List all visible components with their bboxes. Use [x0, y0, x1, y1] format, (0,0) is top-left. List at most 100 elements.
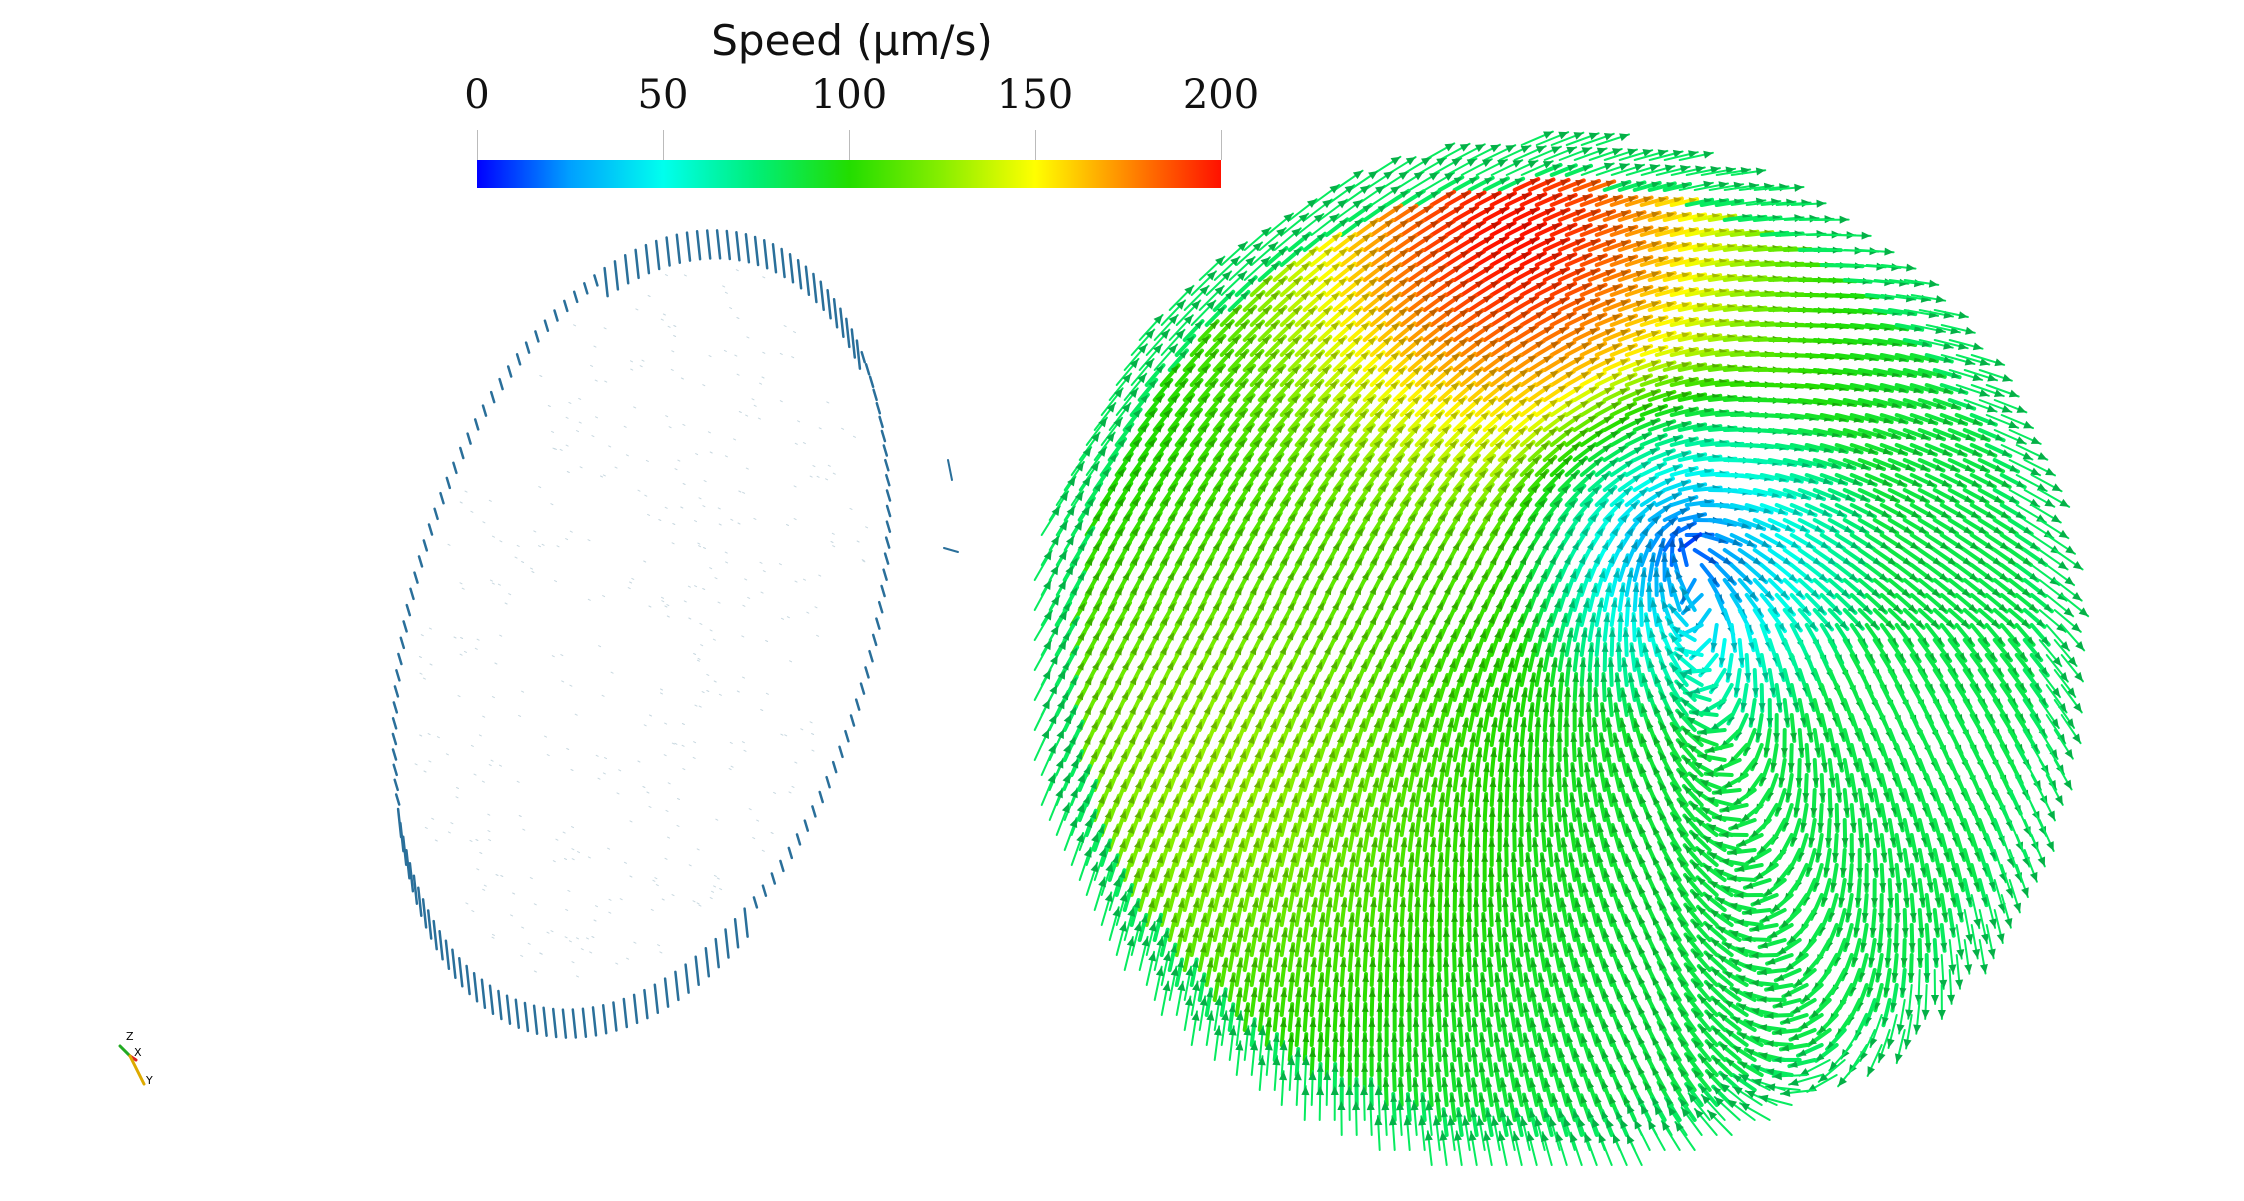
velocity-arrow: [395, 780, 398, 790]
velocity-arrow: [671, 369, 673, 370]
velocity-arrow: [525, 1003, 528, 1031]
velocity-arrow: [627, 958, 629, 959]
velocity-arrow: [500, 635, 502, 636]
velocity-arrow: [787, 617, 789, 618]
velocity-arrow: [675, 972, 678, 1000]
velocity-arrow: [424, 540, 427, 550]
velocity-arrow: [446, 941, 449, 969]
velocity-arrow: [674, 336, 676, 337]
velocity-arrow: [886, 538, 889, 548]
velocity-arrowhead: [1390, 186, 1400, 194]
velocity-arrowhead: [1329, 185, 1339, 194]
velocity-arrow: [780, 353, 782, 354]
velocity-arrow: [572, 859, 574, 860]
velocity-arrow: [471, 745, 473, 746]
velocity-arrow: [491, 760, 493, 761]
velocity-arrow: [683, 424, 685, 425]
velocity-arrowhead: [1624, 599, 1631, 607]
velocity-arrow: [713, 639, 715, 640]
velocity-arrow: [665, 858, 667, 859]
velocity-arrow: [725, 292, 727, 293]
velocity-arrow: [644, 561, 646, 562]
velocity-arrow: [884, 446, 887, 456]
velocity-arrow: [594, 275, 597, 285]
velocity-arrow: [737, 374, 739, 375]
velocity-arrow: [885, 554, 888, 564]
velocity-arrow: [887, 506, 890, 516]
velocity-arrow: [834, 299, 837, 327]
velocity-arrow: [462, 588, 464, 589]
velocity-arrow: [575, 714, 577, 715]
velocity-arrow: [683, 484, 685, 485]
velocity-arrow: [571, 770, 573, 771]
velocity-arrow: [748, 597, 750, 598]
velocity-arrow: [500, 379, 503, 389]
velocity-arrowhead: [1585, 704, 1592, 712]
velocity-arrow: [697, 903, 699, 904]
velocity-arrow: [631, 361, 633, 362]
velocity-arrow: [545, 736, 547, 737]
velocity-arrow: [827, 777, 830, 787]
velocity-arrow: [429, 761, 431, 762]
velocity-arrow: [646, 460, 648, 461]
velocity-arrowhead: [1617, 614, 1624, 622]
velocity-arrow: [661, 689, 663, 690]
velocity-arrow: [744, 750, 746, 751]
velocity-arrow: [763, 571, 765, 572]
velocity-arrow: [761, 710, 763, 711]
velocity-arrow: [665, 606, 667, 607]
velocity-arrowhead: [1994, 358, 2004, 366]
velocity-arrow: [698, 658, 700, 659]
velocity-arrow: [565, 859, 567, 860]
velocity-arrow: [555, 311, 558, 321]
velocity-arrow: [944, 548, 958, 552]
velocity-arrow: [876, 619, 879, 629]
velocity-arrow: [423, 678, 425, 679]
velocity-arrow: [496, 875, 498, 876]
velocity-arrow: [569, 941, 571, 942]
velocity-arrow: [577, 938, 579, 939]
velocity-arrow: [672, 895, 674, 896]
velocity-arrow: [491, 392, 494, 402]
velocity-arrow: [771, 833, 773, 834]
velocity-arrow: [719, 694, 721, 695]
velocity-arrow: [794, 332, 796, 333]
velocity-arrow: [681, 378, 683, 379]
velocity-arrow: [672, 351, 674, 352]
velocity-arrow: [710, 630, 712, 631]
velocity-arrow: [646, 245, 649, 273]
velocity-arrow: [602, 695, 604, 696]
velocity-arrow: [458, 696, 460, 697]
velocity-arrow: [831, 542, 833, 543]
velocity-arrow: [817, 635, 819, 636]
velocity-arrow: [615, 467, 617, 468]
velocity-arrow: [483, 406, 486, 416]
velocity-arrow: [882, 431, 885, 441]
velocity-arrow: [789, 848, 792, 858]
velocity-arrow: [707, 674, 709, 675]
velocity-arrow: [704, 481, 706, 482]
velocity-arrow: [498, 584, 500, 585]
velocity-arrow: [866, 527, 868, 528]
velocity-arrow: [609, 446, 611, 447]
velocity-arrowhead: [1840, 216, 1849, 224]
velocity-arrow: [534, 1006, 537, 1034]
velocity-arrow: [702, 692, 704, 693]
velocity-arrow: [739, 412, 741, 413]
velocity-arrowhead: [1428, 646, 1435, 655]
velocity-arrow: [563, 1010, 566, 1038]
velocity-arrow: [522, 562, 524, 563]
velocity-arrow: [534, 531, 536, 532]
velocity-arrow: [827, 402, 829, 403]
velocity-arrow: [840, 309, 843, 337]
velocity-arrowhead: [1353, 676, 1360, 685]
velocity-arrow: [882, 586, 885, 596]
velocity-arrow: [539, 546, 541, 547]
velocity-arrow: [736, 232, 739, 260]
velocity-arrowhead: [1794, 184, 1803, 192]
velocity-arrow: [495, 663, 497, 664]
velocity-arrow: [742, 742, 744, 743]
velocity-arrow: [548, 406, 550, 407]
velocity-arrow: [842, 428, 844, 429]
velocity-arrow: [880, 417, 883, 427]
